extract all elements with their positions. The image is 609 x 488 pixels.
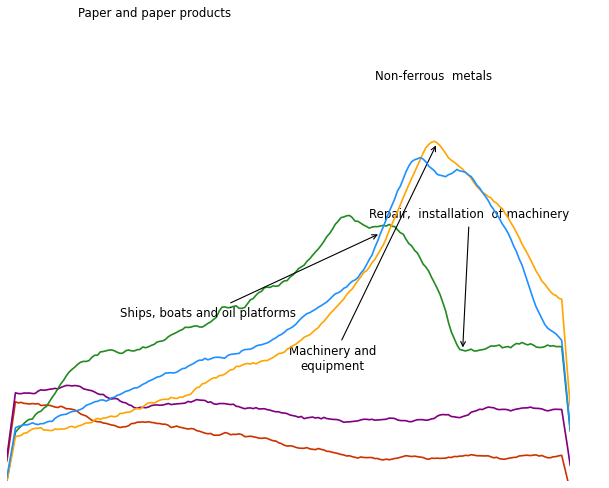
Text: Repair,  installation  of machinery: Repair, installation of machinery [369, 208, 569, 346]
Text: Machinery and
equipment: Machinery and equipment [289, 146, 435, 373]
Text: Ships, boats and oil platforms: Ships, boats and oil platforms [120, 235, 377, 320]
Text: Paper and paper products: Paper and paper products [78, 7, 231, 20]
Text: Non-ferrous  metals: Non-ferrous metals [375, 70, 492, 83]
